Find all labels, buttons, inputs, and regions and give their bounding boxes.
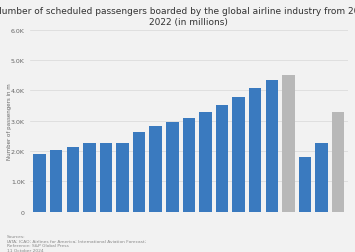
Bar [282,75,295,212]
Bar [266,81,278,212]
Bar [83,144,95,212]
Bar [166,122,179,212]
Bar [216,105,228,212]
Bar [183,118,195,212]
Bar [50,151,62,212]
Bar [149,126,162,212]
Bar [100,144,112,212]
Bar [233,98,245,212]
Bar [67,148,79,212]
Bar [249,89,261,212]
Bar [116,144,129,212]
Text: Sources:
IATA; ICAO; Airlines for America; International Aviation Forecast;
Refe: Sources: IATA; ICAO; Airlines for Americ… [7,234,146,252]
Bar [133,132,145,212]
Bar [33,155,46,212]
Bar [299,158,311,212]
Y-axis label: Number of passengers in m: Number of passengers in m [7,83,12,160]
Title: Number of scheduled passengers boarded by the global airline industry from 2004 : Number of scheduled passengers boarded b… [0,7,355,27]
Bar [332,113,344,212]
Bar [315,143,328,212]
Bar [199,112,212,212]
